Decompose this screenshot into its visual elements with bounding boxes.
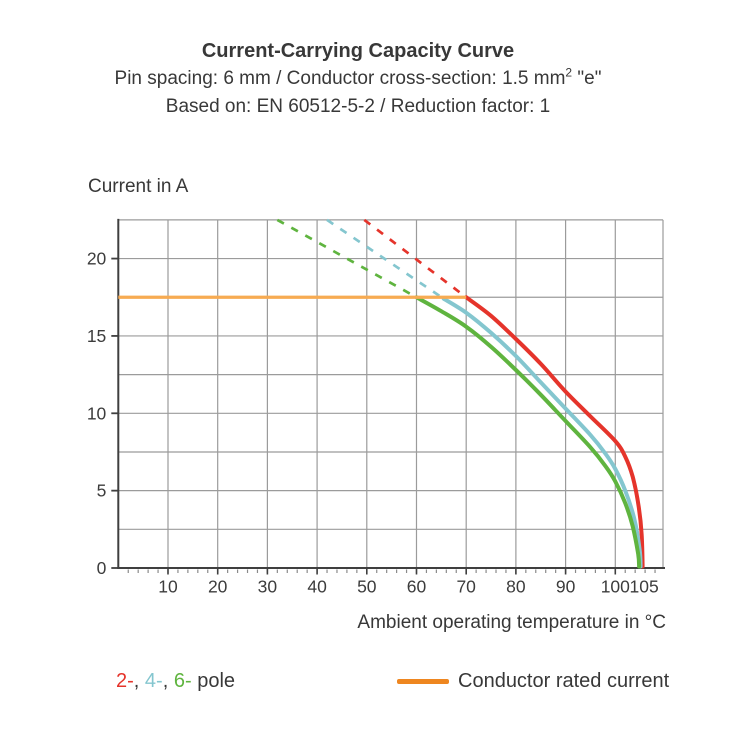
chart-subtitle-text: Pin spacing: 6 mm / Conductor cross-sect… <box>114 68 566 89</box>
x-tick-label: 60 <box>407 577 427 597</box>
x-tick-label: 30 <box>258 577 278 597</box>
x-axis-label: Ambient operating temperature in °C <box>357 612 666 633</box>
x-tick-label: 50 <box>357 577 377 597</box>
x-tick-label: 90 <box>556 577 576 597</box>
legend-separator: , <box>133 670 145 692</box>
y-tick-label: 20 <box>87 249 107 269</box>
y-tick-label: 10 <box>87 403 107 423</box>
x-tick-label: 40 <box>307 577 327 597</box>
chart-header: Current-Carrying Capacity Curve Pin spac… <box>30 37 686 121</box>
legend-separator: , <box>162 670 174 692</box>
y-tick-label: 0 <box>97 558 107 578</box>
x-tick-label: 100 <box>601 577 630 597</box>
y-tick-label: 15 <box>87 326 106 346</box>
curve-2-pole <box>464 295 645 569</box>
rated-current-label: Conductor rated current <box>458 670 670 692</box>
chart-subtitle-suffix: "e" <box>572 68 602 89</box>
x-tick-label: 10 <box>158 577 178 597</box>
legend-2-pole: 2- <box>116 670 134 692</box>
y-axis-title: Current in A <box>88 176 189 197</box>
chart-subtitle-superscript: 2 <box>565 65 573 80</box>
curve-4-pole-dashed <box>326 218 445 300</box>
chart-subtitle: Pin spacing: 6 mm / Conductor cross-sect… <box>30 65 686 93</box>
curve-4-pole <box>441 296 643 569</box>
legend-pole-suffix: pole <box>191 670 236 692</box>
x-tick-label: 80 <box>506 577 526 597</box>
x-tick-label: 20 <box>208 577 228 597</box>
x-tick-label: 105 <box>629 577 658 597</box>
legend-6-pole: 6- <box>173 670 192 692</box>
legend-4-pole: 4- <box>144 670 163 692</box>
curve-6-pole <box>414 295 642 569</box>
rated-current-legend: Conductor rated current <box>397 670 669 693</box>
x-tick-label: 70 <box>456 577 476 597</box>
curve-6-pole-dashed <box>276 218 418 299</box>
chart-title: Current-Carrying Capacity Curve <box>201 40 515 62</box>
y-tick-label: 5 <box>97 481 107 501</box>
rated-current-swatch <box>397 679 449 684</box>
chart-standard-note: Based on: EN 60512-5-2 / Reduction facto… <box>165 96 551 117</box>
pole-legend: 2-, 4-, 6- pole <box>116 670 235 693</box>
curve-2-pole-dashed <box>363 218 468 299</box>
